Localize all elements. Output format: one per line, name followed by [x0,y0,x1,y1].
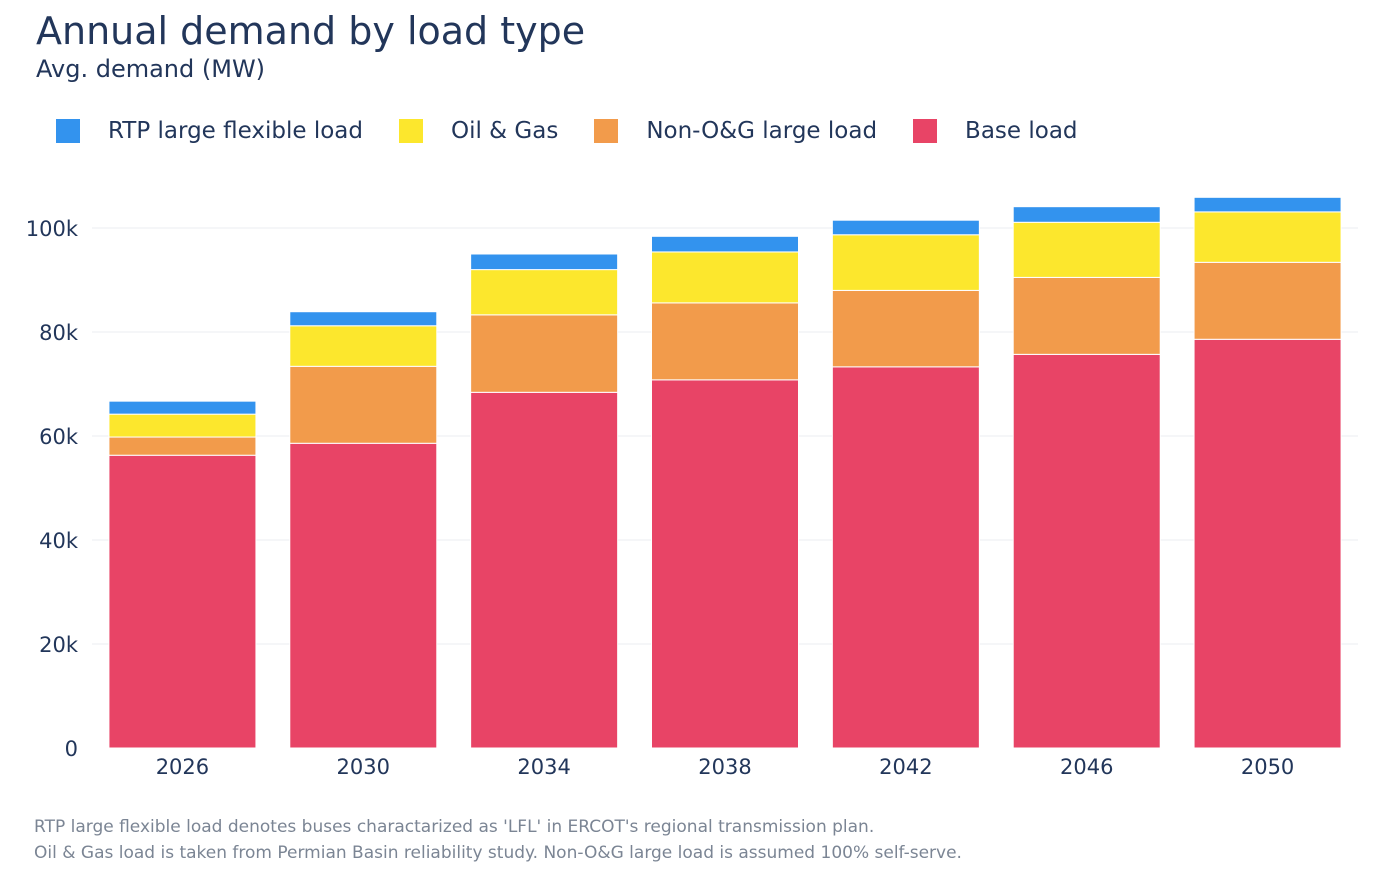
bar-2038-rtp-large-flexible-load[interactable] [651,235,799,253]
y-tick-label-100k: 100k [26,217,79,241]
stacked-bar-chart: 0 20k 40k 60k 80k 100k 2026 2030 2034 2038 2042 204… [26,196,1358,779]
y-tick-label-60k: 60k [39,425,79,449]
bar-2042-rtp-large-flexible-load[interactable] [831,219,980,236]
bar-2030-base-load[interactable] [289,442,438,749]
chart-title: Annual demand by load type [36,9,586,53]
bar-2030-rtp-large-flexible-load[interactable] [289,311,438,327]
legend-item-rtp[interactable]: RTP large flexible load [56,118,363,144]
bar-2046-rtp-large-flexible-load[interactable] [1012,206,1161,223]
legend-label-oil-gas: Oil & Gas [450,118,559,144]
x-tick-label-2038: 2038 [698,755,751,779]
legend-label-base: Base load [965,118,1078,144]
legend-swatch-rtp [56,119,80,143]
legend-label-rtp: RTP large flexible load [108,118,363,144]
bar-2046-oil-gas[interactable] [1012,221,1161,278]
x-tick-label-2026: 2026 [156,755,209,779]
footnote-oil-gas: Oil & Gas load is taken from Permian Bas… [34,843,962,863]
bar-2038-non-o-g-large-load[interactable] [651,302,799,381]
y-tick-label-20k: 20k [39,633,79,657]
x-tick-label-2034: 2034 [517,755,570,779]
bar-2038-oil-gas[interactable] [651,251,799,304]
bar-2026-non-o-g-large-load[interactable] [108,436,257,456]
legend-item-base[interactable]: Base load [913,118,1078,144]
bar-2034-non-o-g-large-load[interactable] [470,314,619,393]
bar-2034-rtp-large-flexible-load[interactable] [470,253,619,271]
bar-2034-oil-gas[interactable] [470,269,619,316]
x-tick-label-2030: 2030 [337,755,390,779]
bar-2038-base-load[interactable] [651,379,799,749]
bar-2050-oil-gas[interactable] [1193,211,1342,263]
bar-2026-rtp-large-flexible-load[interactable] [108,400,257,415]
bar-2030-oil-gas[interactable] [289,325,438,367]
bar-2046-non-o-g-large-load[interactable] [1012,276,1161,355]
chart-subtitle: Avg. demand (MW) [36,55,266,83]
legend-swatch-oil-gas [398,119,423,143]
legend-item-oil-gas[interactable]: Oil & Gas [398,118,559,144]
legend-swatch-base [913,119,938,143]
bar-2050-rtp-large-flexible-load[interactable] [1193,196,1342,213]
x-tick-label-2050: 2050 [1241,755,1294,779]
legend-item-non-og[interactable]: Non-O&G large load [594,118,877,144]
y-tick-label-0: 0 [65,737,78,761]
bar-2030-non-o-g-large-load[interactable] [289,365,438,444]
y-tick-label-80k: 80k [39,321,79,345]
x-tick-label-2042: 2042 [879,755,932,779]
footnote-rtp: RTP large flexible load denotes buses ch… [34,817,875,837]
bar-2042-base-load[interactable] [831,366,980,749]
bar-2046-base-load[interactable] [1012,353,1161,749]
x-tick-label-2046: 2046 [1060,755,1113,779]
y-tick-label-40k: 40k [39,529,79,553]
bar-2026-oil-gas[interactable] [108,413,257,438]
bar-2050-non-o-g-large-load[interactable] [1193,261,1342,340]
bar-2026-base-load[interactable] [108,454,257,749]
legend: RTP large flexible load Oil & Gas Non-O&… [56,114,1114,148]
bar-2042-oil-gas[interactable] [831,234,980,291]
legend-label-non-og: Non-O&G large load [646,118,878,144]
bar-2034-base-load[interactable] [470,391,619,749]
bar-2042-non-o-g-large-load[interactable] [831,289,980,368]
legend-swatch-non-og [594,119,619,143]
bar-2050-base-load[interactable] [1193,338,1342,749]
